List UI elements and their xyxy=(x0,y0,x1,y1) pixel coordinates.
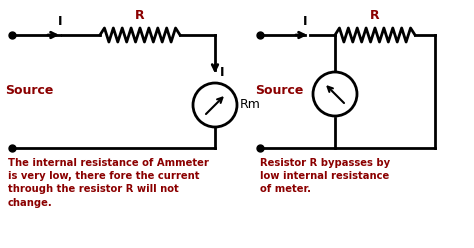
Text: I: I xyxy=(58,15,62,28)
Text: Source: Source xyxy=(255,84,303,96)
Text: The internal resistance of Ammeter
is very low, there fore the current
through t: The internal resistance of Ammeter is ve… xyxy=(8,158,209,208)
Text: R: R xyxy=(370,9,380,22)
Text: I: I xyxy=(220,65,225,79)
Text: Source: Source xyxy=(5,84,54,96)
Text: Rm: Rm xyxy=(240,98,261,112)
Text: Resistor R bypasses by
low internal resistance
of meter.: Resistor R bypasses by low internal resi… xyxy=(260,158,390,194)
Text: I: I xyxy=(303,15,307,28)
Text: R: R xyxy=(135,9,145,22)
